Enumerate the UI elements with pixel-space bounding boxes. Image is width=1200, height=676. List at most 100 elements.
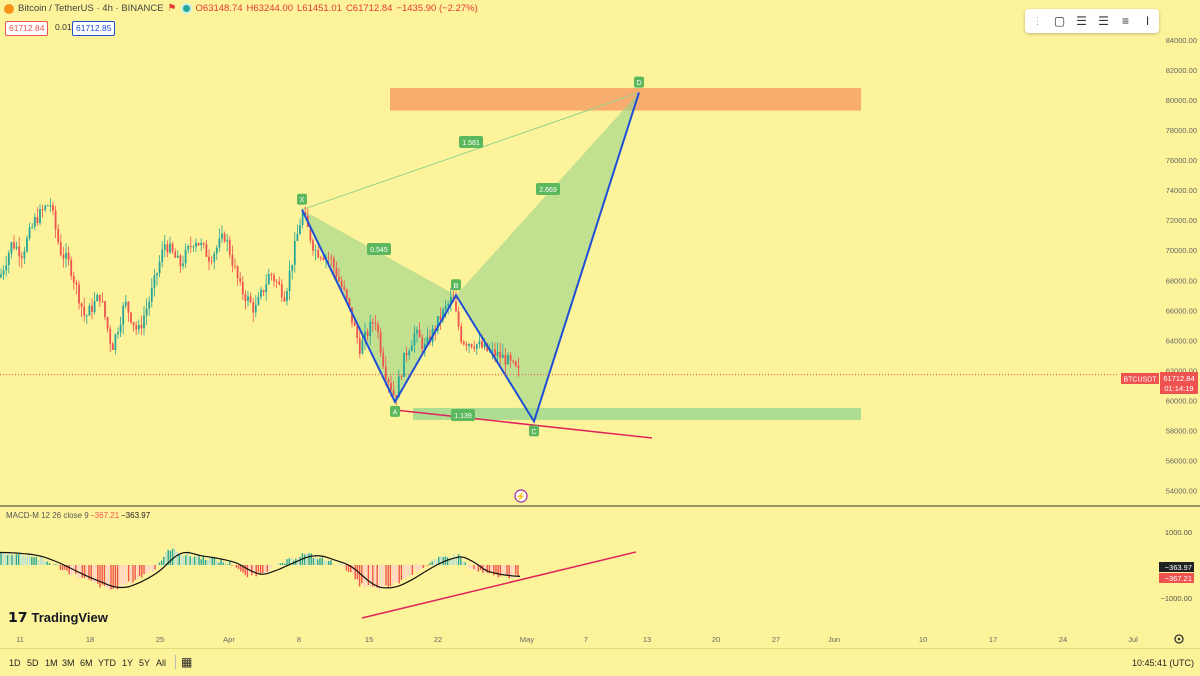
candle-body (414, 333, 416, 345)
macd-bar (476, 565, 477, 571)
macd-bar (130, 565, 131, 585)
candle-body (83, 307, 85, 316)
candle-body (24, 251, 26, 258)
macd-histogram[interactable] (0, 549, 518, 592)
price-axis[interactable]: 84000.0082000.0080000.0078000.0076000.00… (1166, 36, 1197, 495)
macd-bar (284, 563, 285, 565)
macd-bar (339, 563, 340, 565)
countdown-badge: 01:14:19 (1164, 384, 1193, 393)
candle-body (195, 243, 197, 247)
candle-body (63, 255, 65, 258)
candle-body (182, 263, 184, 266)
time-tick: May (520, 635, 534, 644)
event-marker-icon[interactable]: ⚡ (515, 490, 527, 503)
macd-bar (196, 557, 197, 565)
i-beam-icon[interactable]: I (1141, 15, 1154, 28)
candle-body (135, 325, 137, 329)
candle-body (65, 253, 67, 259)
symbol-header: Bitcoin / TetherUS · 4h · BINANCE ⚑ O631… (4, 3, 478, 14)
pattern-triangle-xab[interactable] (302, 210, 456, 402)
tf-all[interactable]: All (156, 658, 166, 668)
candle-body (286, 291, 288, 301)
buy-price-box[interactable]: 61712.85 (72, 21, 115, 36)
long-position-icon[interactable]: ☰ (1075, 15, 1088, 28)
symbol-title[interactable]: Bitcoin / TetherUS · 4h · BINANCE (18, 3, 164, 14)
candle-body (50, 205, 52, 206)
macd-bar (172, 549, 173, 565)
macd-bar (517, 565, 518, 576)
macd-bar (69, 565, 70, 574)
macd-bar (146, 565, 147, 575)
macd-bar (154, 565, 155, 569)
candle-body (247, 297, 249, 301)
macd-bar (218, 563, 219, 565)
point-label-text: X (300, 197, 305, 204)
candle-body (167, 244, 169, 252)
bottom-bar: 1D 5D 1M 3M 6M YTD 1Y 5Y All ▦ 10:45:41 … (0, 648, 1200, 676)
rectangle-icon[interactable]: ▢ (1053, 15, 1066, 28)
tf-1m[interactable]: 1M (45, 658, 58, 668)
tf-5y[interactable]: 5Y (139, 658, 150, 668)
macd-bar (209, 558, 210, 565)
date-range-icon[interactable]: ▦ (175, 655, 192, 669)
macd-bar (418, 565, 419, 571)
candle-body (330, 258, 332, 259)
macd-bar (14, 555, 15, 565)
candle-body (312, 240, 314, 250)
tf-6m[interactable]: 6M (80, 658, 93, 668)
support-zone[interactable] (413, 408, 861, 420)
bitcoin-icon (4, 4, 14, 14)
clock[interactable]: 10:45:41 (UTC) (1132, 658, 1194, 668)
price-tick: 80000.00 (1166, 96, 1197, 105)
pattern-triangle-bcd[interactable] (456, 93, 639, 422)
candle-body (258, 297, 260, 305)
macd-bar (308, 553, 309, 565)
macd-bar (412, 565, 413, 575)
candle-body (141, 325, 143, 328)
macd-bar (229, 562, 230, 565)
macd-bar (249, 565, 250, 573)
candle-body (375, 323, 377, 324)
price-badge: 61712.84 (1163, 374, 1194, 383)
candle-body (96, 295, 98, 301)
macd-trendline[interactable] (362, 552, 636, 618)
candle-body (107, 317, 109, 328)
macd-bar (22, 555, 23, 565)
short-position-icon[interactable]: ☰ (1097, 15, 1110, 28)
macd-bar (47, 562, 48, 565)
price-tick: 78000.00 (1166, 126, 1197, 135)
price-tick: 64000.00 (1166, 336, 1197, 345)
candle-body (229, 240, 231, 255)
point-label-text: B (454, 283, 459, 290)
candle-body (99, 295, 101, 301)
sell-price-box[interactable]: 61712.84 (5, 21, 48, 36)
tf-1y[interactable]: 1Y (122, 658, 133, 668)
tf-1d[interactable]: 1D (9, 658, 21, 668)
svg-text:⚡: ⚡ (515, 491, 526, 503)
macd-bar (396, 565, 397, 583)
macd-bar (447, 557, 448, 565)
macd-bar (75, 565, 76, 574)
settings-gear-icon[interactable] (1175, 635, 1183, 643)
macd-bar (236, 565, 237, 568)
candle-body (458, 311, 460, 326)
target-zone[interactable] (390, 88, 861, 111)
candle-body (94, 301, 96, 312)
candle-body (362, 340, 364, 353)
candle-body (382, 353, 384, 367)
candle-body (492, 349, 494, 350)
candle-body (250, 297, 252, 303)
tf-ytd[interactable]: YTD (98, 658, 116, 668)
macd-bar (346, 565, 347, 571)
text-note-icon[interactable]: ≡ (1119, 15, 1132, 28)
macd-bar (16, 554, 17, 565)
macd-bar (392, 565, 393, 585)
flag-icon[interactable]: ⚑ (168, 3, 177, 14)
candle-body (507, 355, 509, 364)
grip-icon[interactable]: ⋮ (1031, 15, 1044, 28)
time-tick: 8 (297, 635, 301, 644)
tf-5d[interactable]: 5D (27, 658, 39, 668)
tf-3m[interactable]: 3M (62, 658, 75, 668)
macd-bar (148, 565, 149, 573)
